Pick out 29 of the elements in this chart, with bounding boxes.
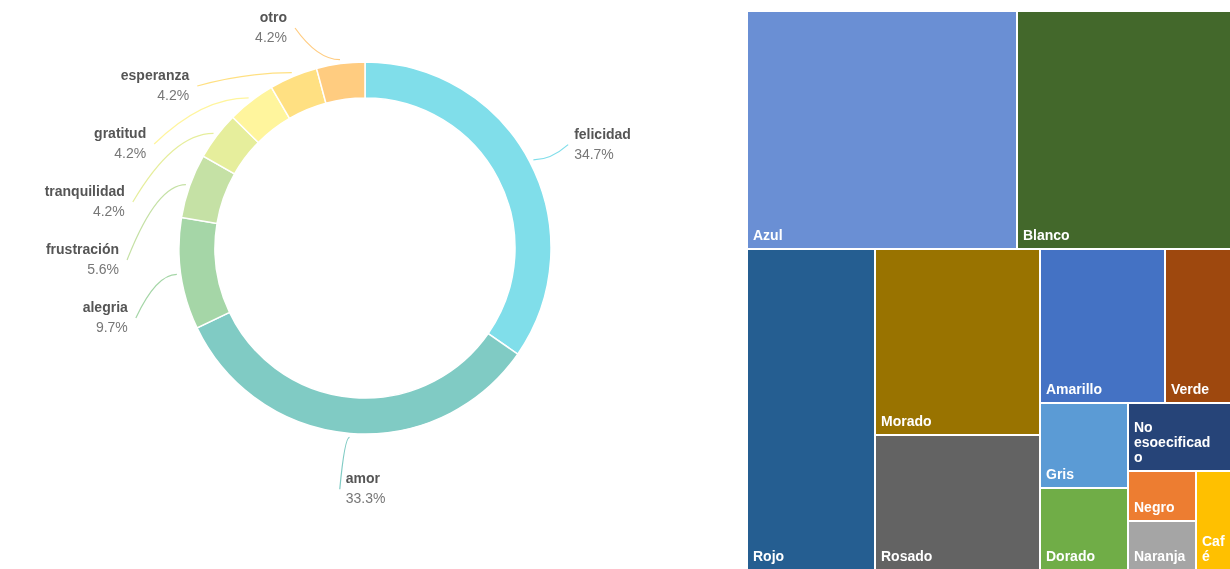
category-label: Gris bbox=[1046, 466, 1075, 482]
data-label: 4.2% bbox=[255, 29, 288, 45]
data-label: 33.3% bbox=[345, 490, 386, 507]
category-label: Amarillo bbox=[1046, 381, 1103, 397]
slice-label: esperanza bbox=[120, 67, 190, 83]
data-label: 9.7% bbox=[95, 319, 128, 335]
slice-label: frustración bbox=[45, 241, 120, 257]
data-label: 4.2% bbox=[92, 203, 125, 219]
category-label: Morado bbox=[881, 413, 932, 429]
category-label: Negro bbox=[1134, 499, 1175, 515]
slice-label: alegria bbox=[82, 299, 129, 315]
category-label: No esoecificado bbox=[1134, 419, 1211, 465]
slice-label: felicidad bbox=[574, 125, 631, 142]
category-label: Azul bbox=[753, 227, 783, 243]
category-label: Blanco bbox=[1023, 227, 1070, 243]
data-label: 4.2% bbox=[157, 87, 190, 103]
data-label: 4.2% bbox=[114, 145, 147, 161]
slice-label: gratitud bbox=[94, 125, 147, 141]
category-label: Verde bbox=[1171, 381, 1210, 397]
slice-label: otro bbox=[259, 9, 288, 25]
category-label: Naranja bbox=[1134, 548, 1186, 564]
slice-label: tranquilidad bbox=[44, 183, 125, 199]
slice-label: amor bbox=[345, 470, 381, 487]
category-label: Dorado bbox=[1046, 548, 1095, 564]
data-label: 34.7% bbox=[574, 145, 614, 162]
category-label: Rojo bbox=[753, 548, 785, 564]
data-label: 5.6% bbox=[87, 261, 120, 277]
category-label: Rosado bbox=[881, 548, 933, 564]
category-label: Café bbox=[1202, 533, 1225, 564]
